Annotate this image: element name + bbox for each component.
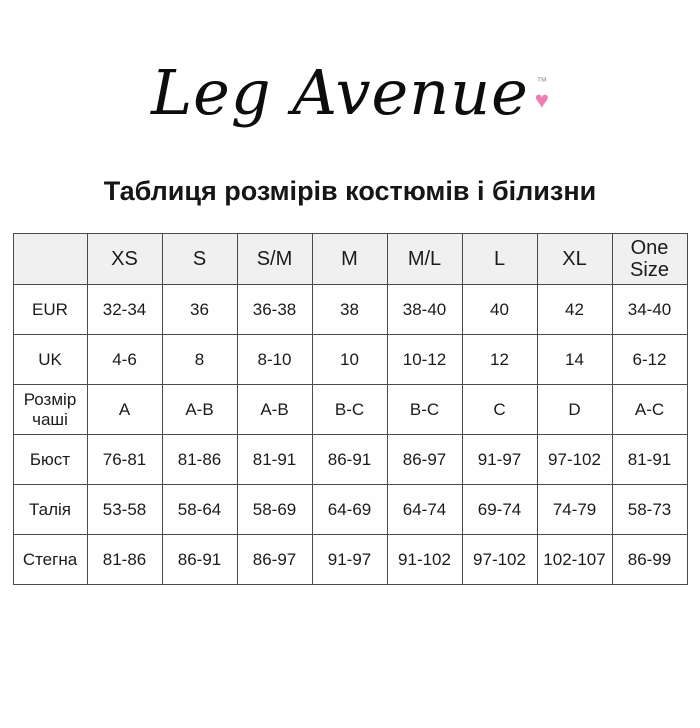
column-header: L: [461, 233, 538, 285]
table-cell: 14: [536, 334, 613, 385]
table-cell: 81-86: [86, 534, 163, 585]
table-cell: 86-99: [611, 534, 688, 585]
table-cell: 58-64: [161, 484, 238, 535]
column-header: XS: [86, 233, 163, 285]
table-cell: 58-73: [611, 484, 688, 535]
table-cell: 91-97: [461, 434, 538, 485]
column-header: M: [311, 233, 388, 285]
brand-logo: Leg Avenue ™ ♥: [0, 28, 700, 158]
table-header: XS S S/M M M/L L XL One Size: [12, 233, 688, 285]
table-cell: 38: [311, 284, 388, 335]
column-header: M/L: [386, 233, 463, 285]
page-title: Таблиця розмірів костюмів і білизни: [103, 176, 597, 206]
row-label: Розмір чаші: [12, 384, 88, 435]
column-header: One Size: [611, 233, 688, 285]
table-cell: 58-69: [236, 484, 313, 535]
table-cell: 12: [461, 334, 538, 385]
table-cell: 8: [161, 334, 238, 385]
table-cell: 74-79: [536, 484, 613, 535]
table-cell: 91-102: [386, 534, 463, 585]
brand-logo-marks: ™ ♥: [535, 77, 549, 113]
table-row: UK 4-6 8 8-10 10 10-12 12 14 6-12: [12, 334, 688, 385]
table-cell: 97-102: [536, 434, 613, 485]
table-cell: 64-74: [386, 484, 463, 535]
table-row: Бюст 76-81 81-86 81-91 86-91 86-97 91-97 97-102…: [12, 434, 688, 485]
row-label: Талія: [12, 484, 88, 535]
table-cell: C: [461, 384, 538, 435]
table-cell: 53-58: [86, 484, 163, 535]
table-cell: 81-86: [161, 434, 238, 485]
table-cell: 81-91: [236, 434, 313, 485]
row-label: Бюст: [12, 434, 88, 485]
table-cell: A-C: [611, 384, 688, 435]
table-cell: 86-91: [311, 434, 388, 485]
table-cell: A: [86, 384, 163, 435]
table-cell: B-C: [386, 384, 463, 435]
table-cell: 76-81: [86, 434, 163, 485]
table-row: Талія 53-58 58-64 58-69 64-69 64-74 69-74 74-79…: [12, 484, 688, 535]
table-cell: 4-6: [86, 334, 163, 385]
column-header: XL: [536, 233, 613, 285]
trademark-symbol: ™: [536, 76, 548, 88]
table-cell: 36-38: [236, 284, 313, 335]
table-cell: 32-34: [86, 284, 163, 335]
table-cell: 8-10: [236, 334, 313, 385]
table-cell: 69-74: [461, 484, 538, 535]
row-label: Стегна: [12, 534, 88, 585]
table-cell: 38-40: [386, 284, 463, 335]
column-header: S/M: [236, 233, 313, 285]
table-cell: 91-97: [311, 534, 388, 585]
table-cell: 86-97: [386, 434, 463, 485]
table-header-row: XS S S/M M M/L L XL One Size: [12, 233, 688, 285]
table-cell: 6-12: [611, 334, 688, 385]
table-cell: 10: [311, 334, 388, 385]
heart-icon: ♥: [534, 87, 550, 114]
table-cell: 10-12: [386, 334, 463, 385]
row-label: UK: [12, 334, 88, 385]
table-cell: 81-91: [611, 434, 688, 485]
table-row: Стегна 81-86 86-91 86-97 91-97 91-102 97-102 10…: [12, 534, 688, 585]
row-label: EUR: [12, 284, 88, 335]
table-cell: A-B: [236, 384, 313, 435]
table-cell: 102-107: [536, 534, 613, 585]
table-cell: 97-102: [461, 534, 538, 585]
table-cell: B-C: [311, 384, 388, 435]
table-cell: D: [536, 384, 613, 435]
table-cell: 42: [536, 284, 613, 335]
table-cell: 36: [161, 284, 238, 335]
table-cell: 86-97: [236, 534, 313, 585]
brand-logo-text: Leg Avenue: [150, 56, 529, 129]
table-cell: 34-40: [611, 284, 688, 335]
column-header: S: [161, 233, 238, 285]
size-table: XS S S/M M M/L L XL One Size EUR 32-34 36 36-38 38 3…: [12, 233, 688, 585]
corner-cell: [12, 233, 88, 285]
table-cell: A-B: [161, 384, 238, 435]
table-cell: 40: [461, 284, 538, 335]
table-row: EUR 32-34 36 36-38 38 38-40 40 42 34-40: [12, 284, 688, 335]
table-row: Розмір чаші A A-B A-B B-C B-C C D A-C: [12, 384, 688, 435]
table-body: EUR 32-34 36 36-38 38 38-40 40 42 34-40 UK 4-6 8 8-1…: [12, 284, 688, 585]
table-cell: 86-91: [161, 534, 238, 585]
table-cell: 64-69: [311, 484, 388, 535]
